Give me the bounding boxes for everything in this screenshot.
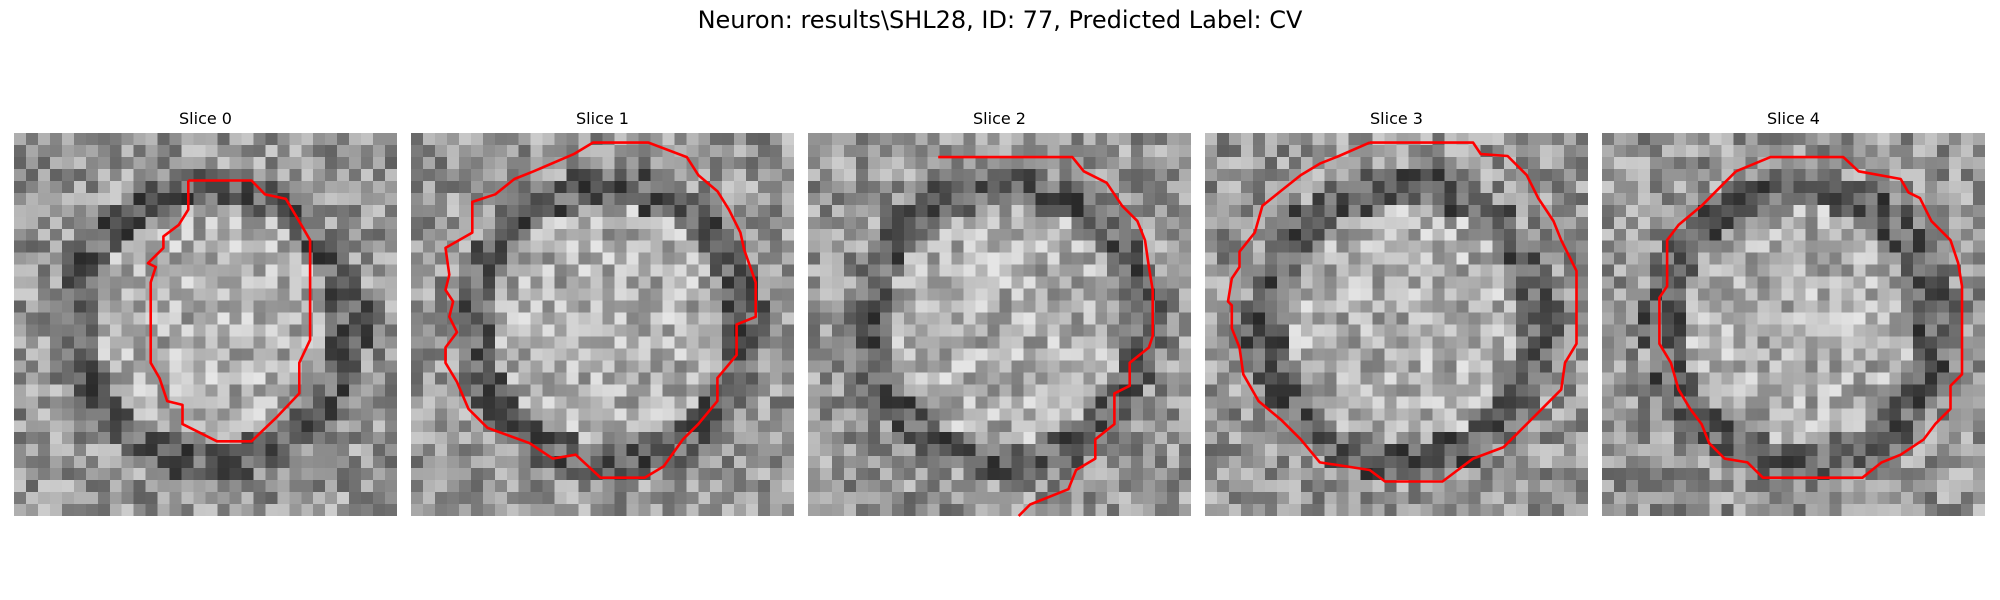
slice-image: [411, 133, 794, 516]
figure-title: Neuron: results\SHL28, ID: 77, Predicted…: [697, 6, 1303, 34]
slice-image: [808, 133, 1191, 516]
segmentation-contour: [444, 141, 758, 480]
segmentation-contour: [1226, 141, 1578, 483]
slice-title: Slice 0: [179, 109, 232, 128]
contour-overlay: [938, 155, 1155, 517]
segmentation-contour: [146, 179, 312, 443]
slice-title: Slice 2: [973, 109, 1026, 128]
contour-overlay: [444, 141, 758, 480]
segmentation-contour: [938, 155, 1155, 517]
slice-image: [1205, 133, 1588, 516]
contour-overlay: [1658, 155, 1964, 480]
slice-image: [1602, 133, 1985, 516]
slice-image: [14, 133, 397, 516]
slice-title: Slice 4: [1767, 109, 1820, 128]
segmentation-contour: [1658, 155, 1964, 480]
slice-title: Slice 3: [1370, 109, 1423, 128]
slice-title: Slice 1: [576, 109, 629, 128]
contour-overlay: [146, 179, 312, 443]
contour-overlay: [1226, 141, 1578, 483]
